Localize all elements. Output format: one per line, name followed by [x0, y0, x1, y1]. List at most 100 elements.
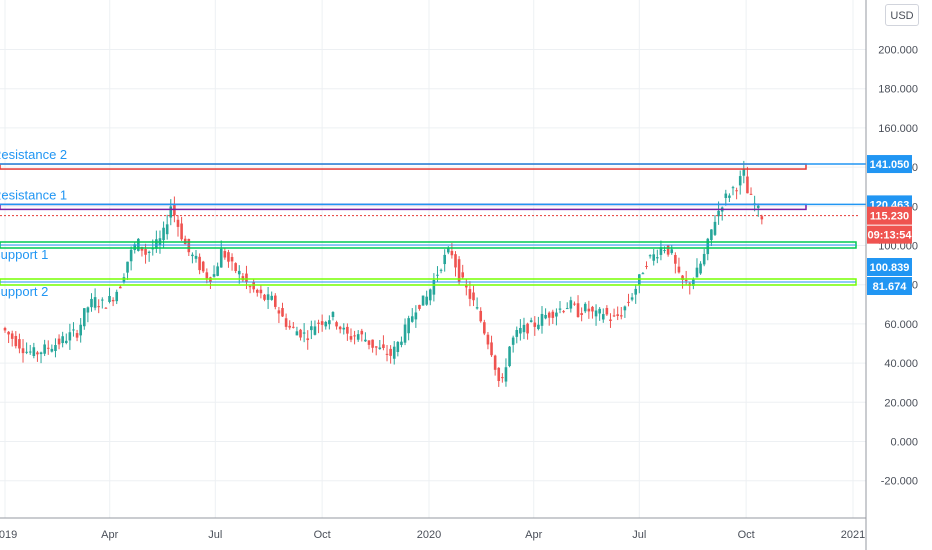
- candle-body: [295, 331, 299, 336]
- time-tick-label: Apr: [101, 529, 118, 541]
- candle-body: [90, 298, 93, 308]
- candle-body: [367, 340, 371, 345]
- candle-body: [7, 331, 10, 335]
- candle-body: [674, 254, 677, 264]
- candle-body: [72, 329, 75, 331]
- level-label: Support 1: [0, 247, 48, 262]
- candle-body: [331, 312, 335, 318]
- candle-body: [201, 261, 205, 272]
- level-price-tag-text: 81.674: [873, 281, 908, 293]
- candle-body: [371, 339, 374, 348]
- candle-body: [219, 248, 223, 268]
- candle-body: [32, 347, 36, 357]
- candle-body: [728, 195, 731, 198]
- time-axis[interactable]: 2019 Apr Jul Oct 2020 Apr Jul Oct 2021: [0, 529, 865, 541]
- candle-body: [374, 346, 378, 348]
- candle-body: [666, 245, 670, 255]
- candle-body: [10, 333, 14, 339]
- candle-body: [133, 244, 137, 251]
- candle-body: [259, 289, 263, 294]
- currency-button[interactable]: USD: [885, 4, 919, 26]
- time-tick-label: Apr: [525, 529, 542, 541]
- time-tick-label: Jul: [632, 529, 646, 541]
- candle-body: [432, 280, 436, 295]
- time-tick-label: Jul: [208, 529, 222, 541]
- candle-body: [670, 249, 674, 254]
- candle-body: [605, 307, 609, 315]
- candle-body: [104, 307, 108, 309]
- candle-body: [410, 316, 414, 322]
- candle-body: [742, 168, 746, 176]
- price-tick-label: 180.000: [878, 84, 918, 96]
- candle-body: [299, 329, 302, 338]
- candle-body: [551, 311, 555, 318]
- candle-body: [194, 255, 198, 259]
- candle-body: [508, 346, 511, 367]
- candle-body: [82, 308, 86, 327]
- candle-body: [147, 251, 151, 254]
- candle-body: [165, 224, 169, 235]
- candle-body: [756, 205, 760, 208]
- candle-body: [731, 187, 735, 189]
- price-tick-label: 160.000: [878, 123, 918, 135]
- candle-body: [457, 259, 461, 283]
- candle-body: [407, 318, 410, 334]
- candle-body: [292, 326, 295, 328]
- candle-body: [317, 322, 320, 324]
- price-tick-label: 20.000: [884, 397, 918, 409]
- candle-body: [302, 332, 306, 334]
- candle-body: [270, 295, 273, 300]
- candle-body: [86, 307, 90, 313]
- candle-body: [746, 176, 749, 194]
- candle-body: [609, 319, 612, 321]
- candle-body: [115, 291, 119, 302]
- candle-body: [75, 333, 79, 338]
- level-price-tag: [867, 277, 912, 295]
- time-tick-label: Oct: [314, 529, 331, 541]
- candle-body: [724, 193, 728, 199]
- candle-body: [749, 193, 753, 195]
- candle-body: [652, 254, 656, 261]
- time-tick-label: Oct: [738, 529, 755, 541]
- time-tick-label: 2019: [0, 529, 17, 541]
- candle-body: [428, 289, 432, 301]
- candle-body: [263, 294, 266, 300]
- candle-body: [641, 273, 645, 275]
- candle-body: [699, 263, 702, 274]
- candle-body: [475, 307, 479, 309]
- candle-body: [223, 251, 227, 258]
- candle-body: [342, 327, 346, 330]
- candle-body: [241, 276, 245, 281]
- candle-body: [284, 318, 288, 327]
- candle-body: [522, 324, 526, 333]
- candle-body: [511, 337, 515, 345]
- candle-body: [645, 265, 648, 267]
- candle-body: [364, 339, 367, 342]
- candle-body: [328, 320, 331, 325]
- price-tick-label: -20.000: [881, 476, 918, 488]
- countdown-text: 09:13:54: [867, 230, 912, 242]
- candle-body: [39, 352, 43, 355]
- candle-body: [450, 250, 454, 256]
- candle-body: [140, 247, 144, 251]
- candle-body: [277, 310, 281, 314]
- level-price-tag: [867, 258, 912, 276]
- candle-body: [526, 323, 529, 334]
- candle-body: [497, 367, 501, 382]
- candle-body: [601, 314, 605, 320]
- candle-body: [111, 299, 115, 302]
- candle-body: [454, 254, 457, 268]
- candle-body: [583, 303, 587, 312]
- candle-body: [68, 332, 72, 341]
- candle-body: [306, 338, 310, 341]
- candle-body: [396, 341, 400, 352]
- candle-body: [656, 257, 659, 259]
- candle-body: [288, 325, 292, 328]
- candle-body: [360, 330, 364, 335]
- candle-body: [122, 277, 126, 283]
- candle-body: [237, 270, 241, 275]
- candle-body: [3, 327, 7, 331]
- price-tick-label: 0.000: [890, 437, 918, 449]
- candle-body: [79, 324, 82, 336]
